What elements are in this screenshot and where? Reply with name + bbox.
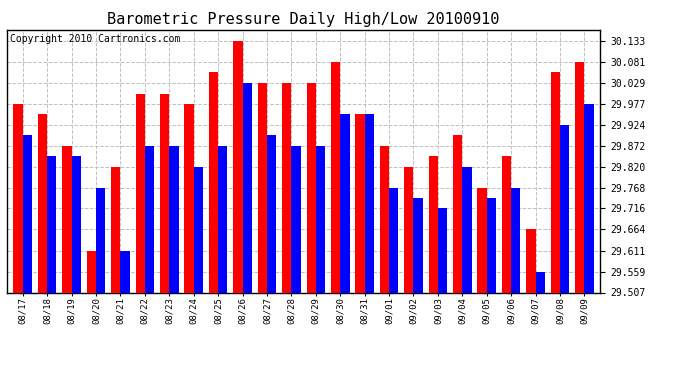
Bar <box>194 166 203 292</box>
Bar <box>380 146 389 292</box>
Bar <box>306 82 316 292</box>
Bar <box>389 188 398 292</box>
Bar <box>267 135 276 292</box>
Bar <box>184 104 194 292</box>
Bar <box>331 62 340 292</box>
Bar <box>511 188 520 292</box>
Bar <box>62 146 72 292</box>
Bar <box>486 198 496 292</box>
Bar <box>560 125 569 292</box>
Bar <box>477 188 486 292</box>
Bar <box>14 104 23 292</box>
Bar <box>340 114 350 292</box>
Bar <box>551 72 560 292</box>
Bar <box>282 82 291 292</box>
Bar <box>47 156 57 292</box>
Bar <box>404 166 413 292</box>
Bar <box>121 251 130 292</box>
Bar <box>38 114 47 292</box>
Bar <box>355 114 364 292</box>
Bar <box>526 230 535 292</box>
Bar <box>209 72 218 292</box>
Bar <box>160 94 169 292</box>
Bar <box>462 166 471 292</box>
Bar <box>218 146 228 292</box>
Bar <box>502 156 511 292</box>
Bar <box>413 198 423 292</box>
Bar <box>257 82 267 292</box>
Title: Barometric Pressure Daily High/Low 20100910: Barometric Pressure Daily High/Low 20100… <box>108 12 500 27</box>
Bar <box>535 272 545 292</box>
Bar <box>96 188 106 292</box>
Bar <box>23 135 32 292</box>
Bar <box>233 41 243 292</box>
Bar <box>291 146 301 292</box>
Bar <box>316 146 325 292</box>
Bar <box>584 104 593 292</box>
Bar <box>428 156 438 292</box>
Bar <box>453 135 462 292</box>
Bar <box>72 156 81 292</box>
Bar <box>145 146 154 292</box>
Text: Copyright 2010 Cartronics.com: Copyright 2010 Cartronics.com <box>10 34 180 44</box>
Bar <box>111 166 121 292</box>
Bar <box>136 94 145 292</box>
Bar <box>364 114 374 292</box>
Bar <box>438 209 447 292</box>
Bar <box>575 62 584 292</box>
Bar <box>243 82 252 292</box>
Bar <box>169 146 179 292</box>
Bar <box>87 251 96 292</box>
